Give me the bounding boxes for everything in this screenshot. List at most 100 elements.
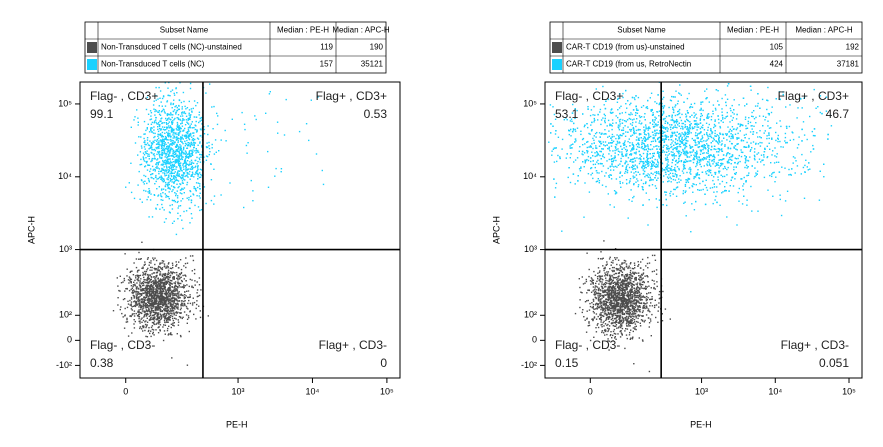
event-dot [166, 167, 168, 169]
event-dot [153, 122, 155, 124]
event-dot [133, 315, 136, 317]
event-dot [183, 112, 185, 114]
event-dot [629, 154, 631, 156]
event-dot [150, 147, 153, 149]
event-dot [146, 321, 149, 323]
event-dot [721, 108, 723, 110]
event-dot [602, 85, 604, 88]
event-dot [587, 173, 590, 175]
event-dot [627, 217, 629, 219]
event-dot [174, 171, 176, 173]
event-dot [145, 306, 148, 308]
event-dot [178, 315, 181, 318]
event-dot [730, 137, 732, 140]
event-dot [135, 296, 138, 299]
event-dot [185, 170, 187, 172]
event-dot [157, 161, 160, 164]
event-dot [168, 158, 170, 160]
event-dot [184, 155, 187, 158]
event-dot [667, 167, 669, 169]
event-dot [715, 164, 718, 166]
event-dot [700, 103, 702, 105]
event-dot [726, 98, 729, 100]
event-dot [179, 273, 181, 276]
event-dot [143, 284, 145, 287]
event-dot [749, 121, 752, 124]
event-dot [195, 152, 197, 154]
event-dot [760, 161, 762, 163]
event-dot [720, 174, 722, 176]
event-dot [129, 277, 131, 279]
event-dot [580, 166, 582, 168]
event-dot [612, 160, 614, 163]
event-dot [672, 172, 674, 175]
event-dot [152, 257, 154, 259]
event-dot [642, 169, 644, 171]
event-dot [197, 182, 200, 184]
event-dot [608, 130, 610, 132]
event-dot [632, 146, 635, 148]
event-dot [596, 155, 598, 157]
event-dot [185, 108, 187, 110]
event-dot [672, 178, 675, 181]
event-dot [160, 175, 162, 177]
event-dot [131, 306, 133, 308]
event-dot [167, 119, 169, 121]
event-dot [181, 182, 184, 184]
event-dot [195, 190, 197, 192]
event-dot [156, 274, 158, 277]
event-dot [193, 143, 195, 146]
event-dot [167, 182, 169, 184]
event-dot [165, 126, 168, 128]
event-dot [711, 132, 713, 135]
event-dot [647, 176, 650, 178]
event-dot [691, 185, 693, 187]
event-dot [154, 135, 156, 138]
event-dot [185, 168, 187, 170]
event-dot [733, 99, 735, 101]
event-dot [155, 166, 157, 169]
event-dot [158, 105, 160, 107]
event-dot [162, 168, 164, 170]
event-dot [605, 133, 607, 135]
event-dot [168, 293, 170, 295]
event-dot [180, 115, 182, 117]
event-dot [158, 173, 160, 175]
event-dot [153, 194, 155, 196]
plot-frame [79, 81, 401, 379]
event-dot [624, 172, 626, 174]
event-dot [666, 151, 668, 153]
event-dot [707, 146, 709, 148]
event-dot [141, 306, 143, 309]
event-dot [182, 142, 184, 145]
event-dot [200, 134, 202, 137]
event-dot [199, 158, 201, 161]
event-dot [179, 162, 181, 165]
event-dot [715, 171, 717, 174]
event-dot [762, 115, 765, 117]
event-dot [674, 160, 677, 162]
event-dot [162, 260, 165, 262]
event-dot [185, 163, 188, 165]
event-dot [169, 135, 171, 137]
event-dot [642, 162, 645, 165]
event-dot [157, 128, 159, 131]
event-dot [608, 153, 610, 155]
event-dot [173, 276, 175, 278]
event-dot [158, 146, 160, 148]
event-dot [162, 304, 164, 307]
event-dot [597, 178, 599, 180]
event-dot [712, 104, 715, 106]
event-dot [162, 302, 164, 304]
event-dot [721, 97, 723, 100]
event-dot [751, 111, 753, 114]
event-dot [134, 303, 137, 305]
event-dot [185, 257, 187, 259]
event-dot [679, 140, 681, 142]
event-dot [714, 135, 716, 137]
event-dot [193, 268, 196, 271]
event-dot [163, 296, 165, 299]
event-dot [642, 105, 645, 107]
event-dot [755, 116, 757, 119]
